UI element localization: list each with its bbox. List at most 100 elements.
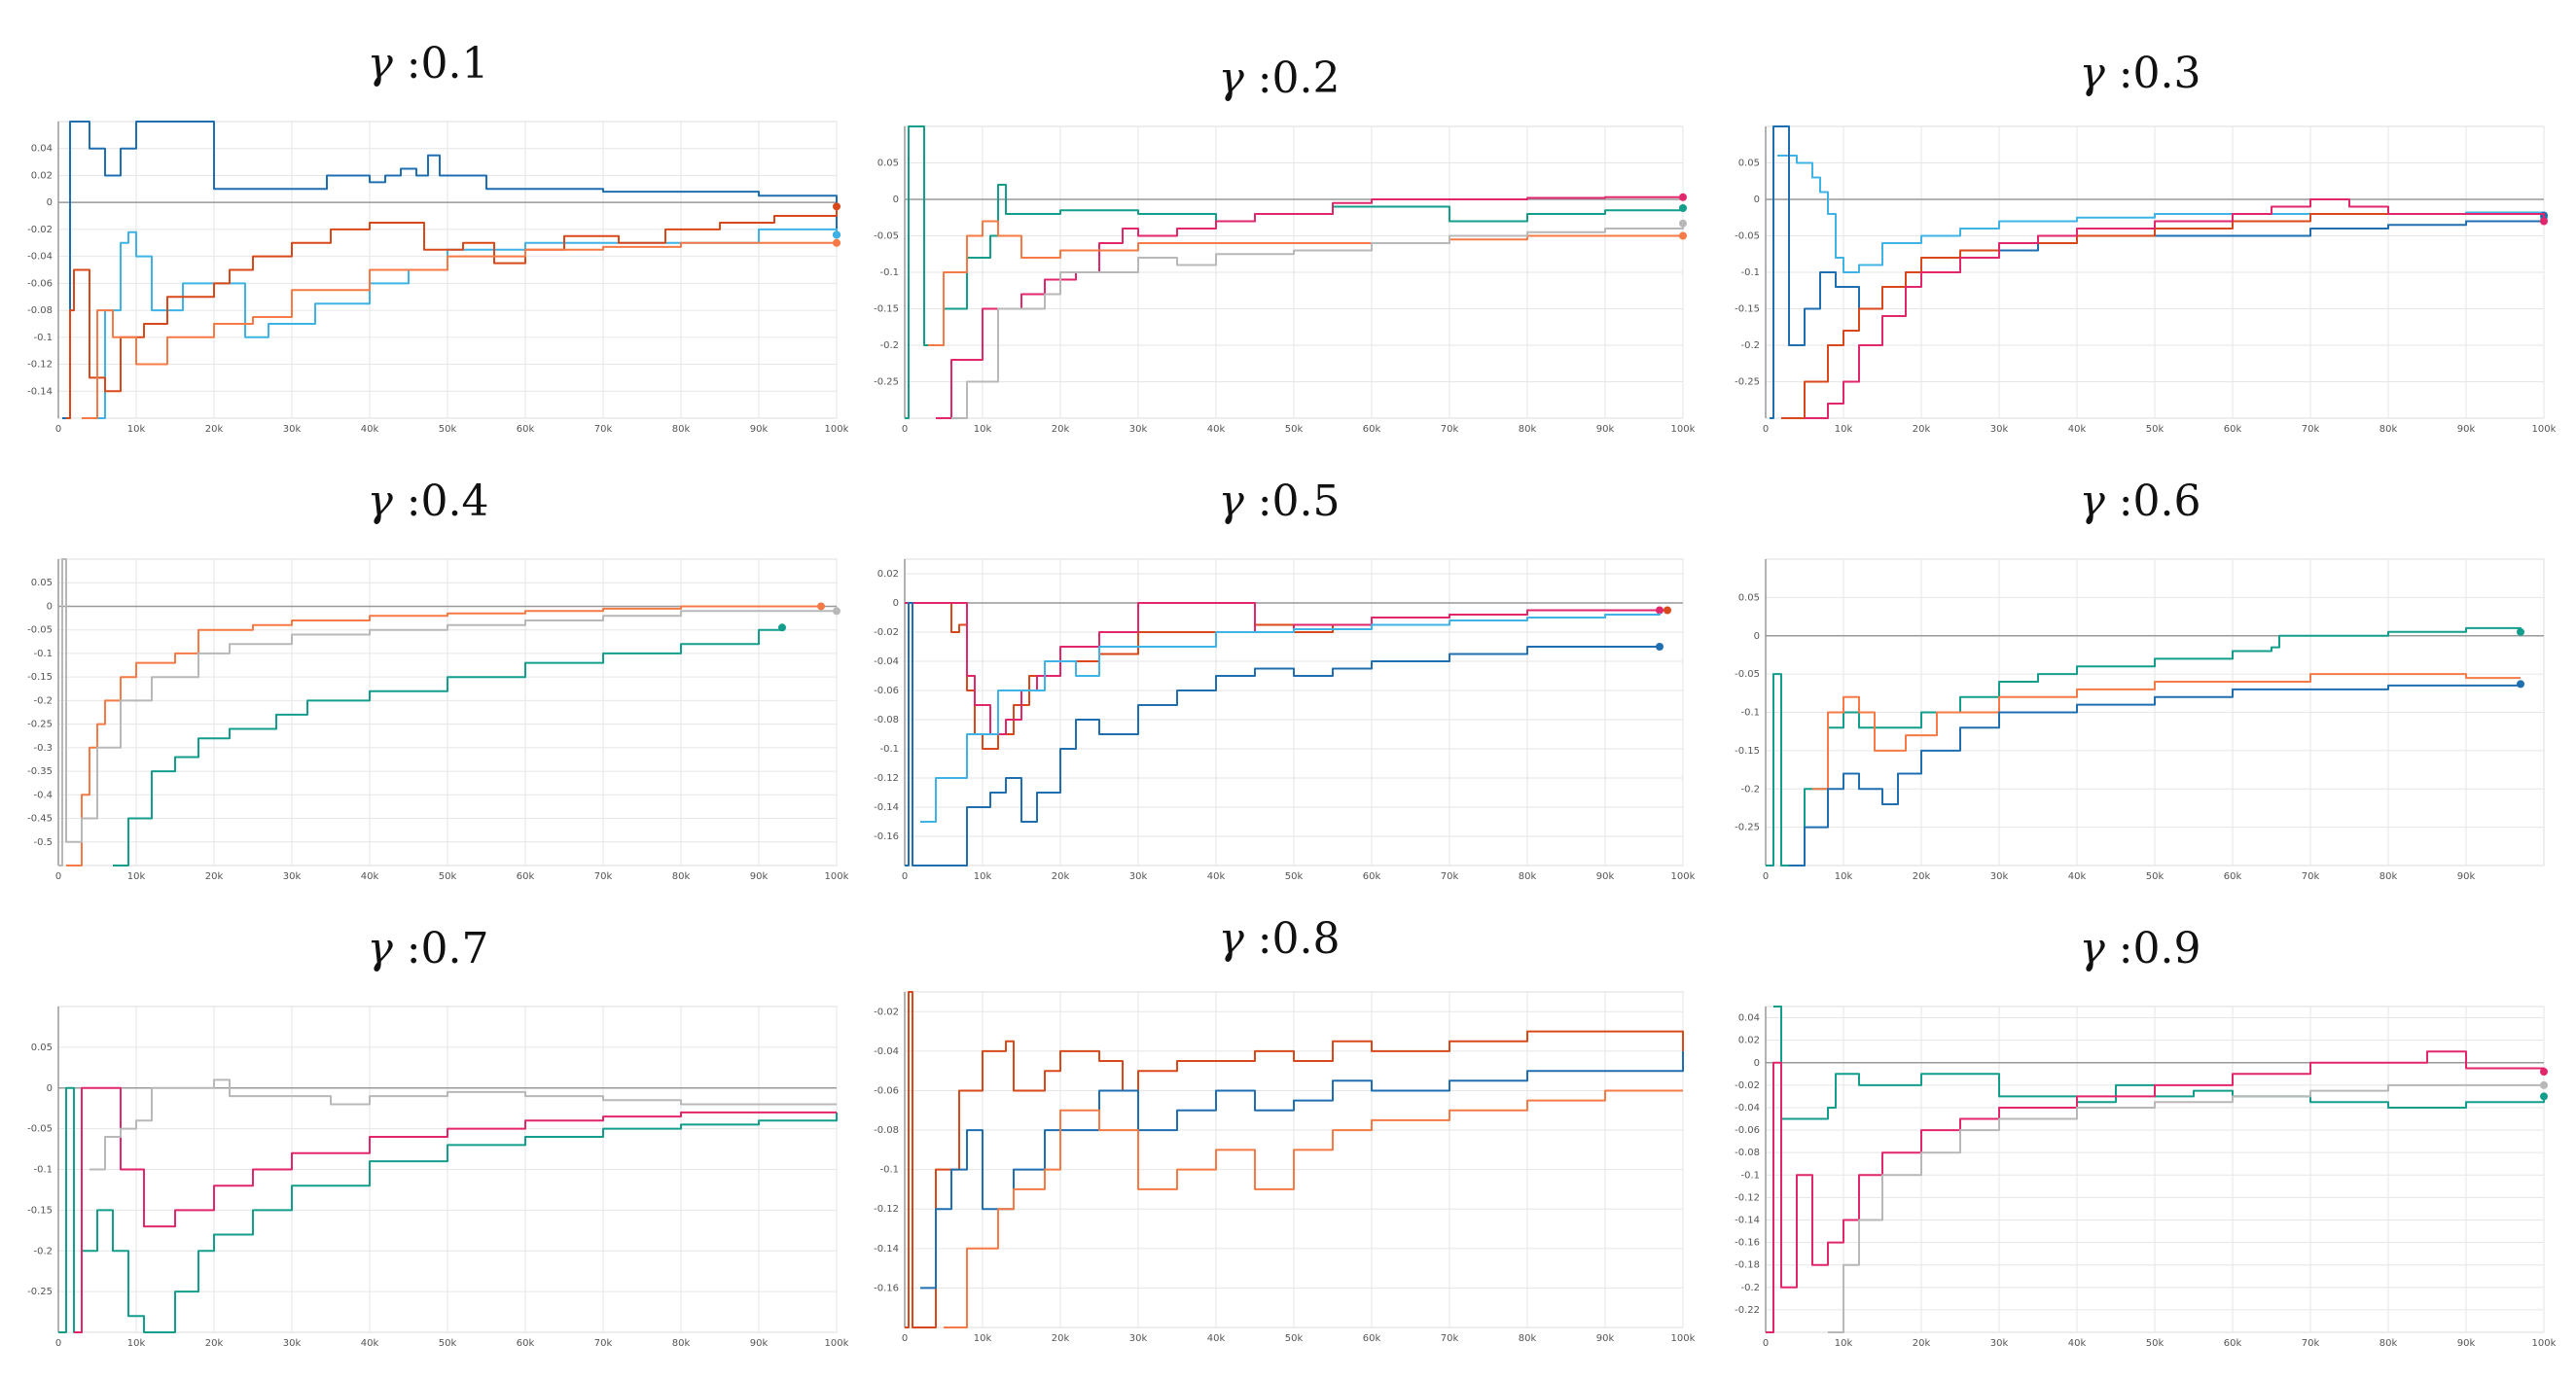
panel-gamma-0-7: γ :0.7 0.05 0 -0.05 -0.1 -0.15 -0.2 -0.25 0 10k 2… — [10, 924, 849, 1371]
x-tick-label: 90k — [750, 424, 769, 435]
x-tick-label: 40k — [1207, 1333, 1226, 1344]
y-tick-label: -0.02 — [1735, 1080, 1760, 1091]
series-end-dot-navy — [2517, 680, 2524, 689]
gamma-value: :0.4 — [406, 477, 489, 526]
x-tick-label: 90k — [1596, 424, 1615, 435]
panel-gamma-0-8: γ :0.8 -0.02 -0.04 -0.06 -0.08 -0.1 -0.12 -0.1… — [856, 914, 1702, 1371]
panel-gamma-0-3: γ :0.3 0.05 0 -0.05 -0.1 -0.15 -0.2 -0.25 0 10k 2… — [1717, 39, 2563, 467]
y-tick-label: 0.05 — [31, 578, 53, 588]
x-tick-label: 30k — [283, 424, 302, 435]
y-tick-label: -0.25 — [1735, 377, 1760, 388]
y-tick-label: 0.05 — [1738, 159, 1760, 169]
x-tick-label: 80k — [2379, 1338, 2398, 1349]
y-tick-label: -0.04 — [874, 1046, 899, 1057]
series-line-magenta — [936, 195, 1683, 419]
y-tick-label: -0.1 — [33, 333, 53, 343]
gamma-value: :0.9 — [2118, 924, 2201, 973]
series-line-orange — [82, 241, 837, 419]
x-tick-label: 50k — [439, 871, 457, 882]
series-end-dot-teal — [778, 623, 786, 632]
x-tick-label: 60k — [517, 424, 535, 435]
y-tick-label: -0.08 — [1735, 1148, 1760, 1158]
panel-title: γ :0.2 — [856, 53, 1702, 103]
series-line-teal — [58, 1086, 838, 1333]
series-end-dot-navy — [1656, 643, 1664, 651]
x-tick-label: 30k — [1990, 424, 2009, 435]
x-tick-label: 80k — [2379, 871, 2398, 882]
series-line-orange — [66, 605, 821, 866]
x-tick-label: 40k — [361, 424, 379, 435]
x-tick-label: 40k — [1207, 871, 1226, 882]
x-tick-label: 50k — [439, 1338, 457, 1349]
x-tick-label: 10k — [127, 1338, 146, 1349]
series-line-sky — [920, 613, 1661, 823]
y-tick-label: -0.15 — [27, 1205, 53, 1216]
y-tick-label: -0.12 — [874, 1204, 899, 1215]
gamma-symbol: γ — [1218, 477, 1244, 526]
line-chart: 0.04 0.02 0 -0.02 -0.04 -0.06 -0.08 -0.1 -0.12 -0… — [27, 121, 849, 435]
panel-title: γ :0.7 — [10, 924, 846, 973]
x-tick-label: 40k — [361, 871, 379, 882]
x-tick-label: 30k — [283, 871, 302, 882]
y-tick-label: -0.14 — [27, 386, 53, 397]
y-tick-label: -0.05 — [874, 231, 899, 242]
x-tick-label: 0 — [902, 424, 908, 435]
y-tick-label: -0.06 — [874, 1085, 899, 1096]
y-tick-label: -0.04 — [27, 252, 53, 263]
y-tick-label: -0.05 — [1735, 669, 1760, 680]
y-tick-label: 0.04 — [31, 144, 53, 155]
y-tick-label: -0.02 — [27, 225, 53, 235]
x-tick-label: 100k — [2532, 424, 2557, 435]
y-tick-label: 0.05 — [877, 159, 899, 169]
y-tick-label: -0.05 — [27, 625, 53, 636]
x-tick-label: 80k — [672, 424, 691, 435]
x-tick-label: 20k — [1913, 1338, 1931, 1349]
gamma-symbol: γ — [367, 477, 393, 526]
panel-title: γ :0.1 — [10, 39, 846, 88]
y-tick-label: -0.2 — [33, 695, 53, 706]
x-tick-label: 10k — [974, 871, 992, 882]
y-tick-label: 0.04 — [1738, 1013, 1760, 1024]
y-tick-label: 0.05 — [31, 1043, 53, 1053]
x-tick-label: 0 — [55, 424, 61, 435]
y-tick-label: -0.15 — [1735, 304, 1760, 315]
series-line-orange — [1812, 673, 2521, 791]
x-tick-label: 0 — [1763, 871, 1769, 882]
panel-title: γ :0.5 — [856, 477, 1702, 526]
y-tick-label: -0.06 — [874, 686, 899, 696]
y-tick-label: -0.16 — [874, 831, 899, 842]
line-chart: 0.04 0.02 0 -0.02 -0.04 -0.06 -0.08 -0.1 -0.12 -0… — [1735, 1006, 2557, 1349]
y-tick-label: -0.02 — [874, 627, 899, 638]
series-end-dot-teal — [2540, 1092, 2548, 1101]
series-line-orange — [928, 220, 1683, 346]
gamma-symbol: γ — [2079, 924, 2105, 973]
series-end-dot-darkorange — [1664, 606, 1671, 615]
y-tick-label: -0.12 — [1735, 1192, 1760, 1203]
y-tick-label: -0.12 — [27, 360, 53, 371]
series-line-grey — [951, 223, 1684, 419]
x-tick-label: 80k — [1519, 871, 1537, 882]
y-tick-label: 0 — [893, 194, 899, 205]
series-line-grey — [89, 1078, 837, 1171]
y-tick-label: -0.14 — [874, 1244, 899, 1255]
x-tick-label: 100k — [1671, 871, 1696, 882]
x-tick-label: 60k — [2224, 1338, 2242, 1349]
y-tick-label: 0.02 — [1738, 1036, 1760, 1046]
x-tick-label: 60k — [2224, 424, 2242, 435]
x-tick-label: 0 — [55, 871, 61, 882]
x-tick-label: 90k — [1596, 1333, 1615, 1344]
x-tick-label: 70k — [2302, 871, 2320, 882]
series-line-teal — [113, 627, 783, 866]
gamma-symbol: γ — [367, 39, 393, 88]
y-tick-label: -0.16 — [1735, 1238, 1760, 1249]
line-chart: 0.05 0 -0.05 -0.1 -0.15 -0.2 -0.25 0 10k 20k 30k 40… — [874, 125, 1696, 435]
y-tick-label: -0.04 — [874, 656, 899, 667]
line-chart: 0.05 0 -0.05 -0.1 -0.15 -0.2 -0.25 0 10k 20k 30k 40… — [1735, 125, 2557, 435]
y-tick-label: -0.3 — [33, 743, 53, 754]
series-end-dot-magenta — [1656, 606, 1664, 615]
gamma-symbol: γ — [2079, 49, 2105, 98]
x-tick-label: 70k — [1441, 1333, 1459, 1344]
x-tick-label: 50k — [2146, 424, 2165, 435]
x-tick-label: 20k — [1052, 424, 1070, 435]
series-end-dot-sky — [833, 230, 841, 239]
